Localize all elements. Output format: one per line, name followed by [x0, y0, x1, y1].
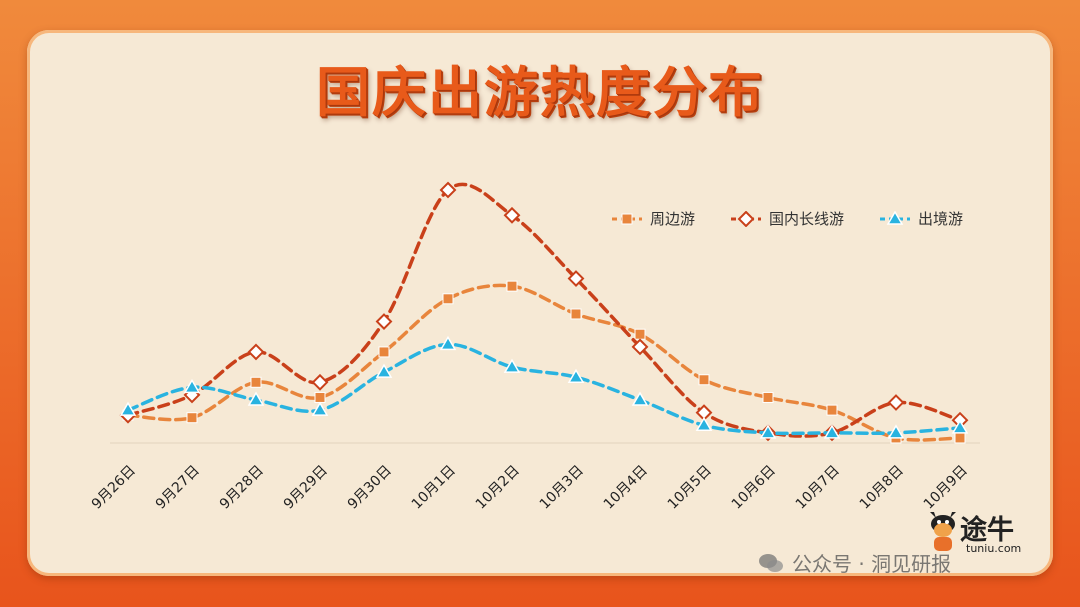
data-point [247, 391, 265, 406]
data-point [503, 358, 521, 373]
data-point [570, 308, 582, 320]
data-point [634, 328, 646, 340]
legend-swatch-icon [880, 210, 911, 225]
x-tick-label: 10月7日 [793, 463, 843, 513]
tuniu-logo: 途牛 tuniu.com [926, 506, 1036, 558]
x-tick-label: 9月29日 [281, 463, 331, 513]
data-point [887, 424, 905, 439]
wechat-icon [759, 553, 783, 572]
x-tick-label: 9月28日 [217, 463, 267, 513]
legend-swatch-icon [731, 210, 762, 227]
x-tick-label: 10月5日 [665, 463, 715, 513]
legend-label: 出境游 [918, 210, 964, 228]
x-tick-label: 10月4日 [601, 463, 651, 513]
x-tick-label: 10月6日 [729, 463, 779, 513]
data-point [951, 419, 969, 434]
series-line-0 [126, 283, 962, 442]
data-point [250, 376, 262, 388]
data-point [698, 374, 710, 386]
legend-item: 出境游 [878, 208, 963, 229]
logo-brand: 途牛 [960, 515, 1014, 546]
x-tick-label: 9月30日 [345, 463, 395, 513]
watermark-text: 公众号 · 洞见研报 [792, 552, 952, 576]
data-point [954, 432, 966, 444]
data-point [439, 181, 457, 199]
chart-legend: 周边游 国内长线游 出境游 [610, 208, 963, 229]
data-point [503, 206, 521, 224]
data-point [567, 270, 585, 287]
legend-label: 周边游 [650, 210, 696, 228]
legend-item: 国内长线游 [729, 208, 844, 229]
x-tick-label: 10月1日 [409, 463, 459, 513]
data-point [119, 401, 137, 416]
data-point [887, 394, 905, 411]
x-tick-label: 10月3日 [537, 463, 587, 513]
data-point [311, 373, 329, 391]
data-point [823, 424, 841, 439]
data-point [314, 391, 326, 403]
data-point [378, 346, 390, 358]
series-line-2 [126, 342, 962, 436]
data-point [826, 404, 838, 416]
data-point [567, 368, 585, 383]
watermark: 公众号 · 洞见研报 [758, 548, 951, 577]
logo-domain: tuniu.com [966, 542, 1022, 555]
data-point [762, 391, 774, 403]
data-point [439, 335, 457, 351]
chart-panel [27, 30, 1053, 576]
data-point [759, 424, 777, 439]
data-point [631, 338, 649, 356]
series-line-1 [126, 182, 962, 438]
x-tick-label: 9月26日 [89, 463, 139, 513]
legend-item: 周边游 [610, 208, 695, 229]
data-point [183, 378, 201, 394]
x-tick-label: 10月8日 [857, 463, 907, 513]
data-point [247, 343, 265, 361]
legend-label: 国内长线游 [769, 210, 845, 228]
data-point [375, 313, 393, 330]
data-point [311, 401, 329, 416]
data-point [506, 280, 518, 292]
x-tick-label: 9月27日 [153, 463, 203, 513]
x-tick-label: 10月2日 [473, 463, 523, 513]
page-title: 国庆出游热度分布 [316, 61, 764, 124]
cow-mascot-icon [930, 512, 956, 551]
data-point [631, 391, 649, 406]
legend-swatch-icon [612, 213, 642, 224]
data-point [695, 416, 713, 432]
data-point [442, 293, 454, 305]
data-point [186, 412, 198, 424]
data-point [375, 363, 393, 378]
